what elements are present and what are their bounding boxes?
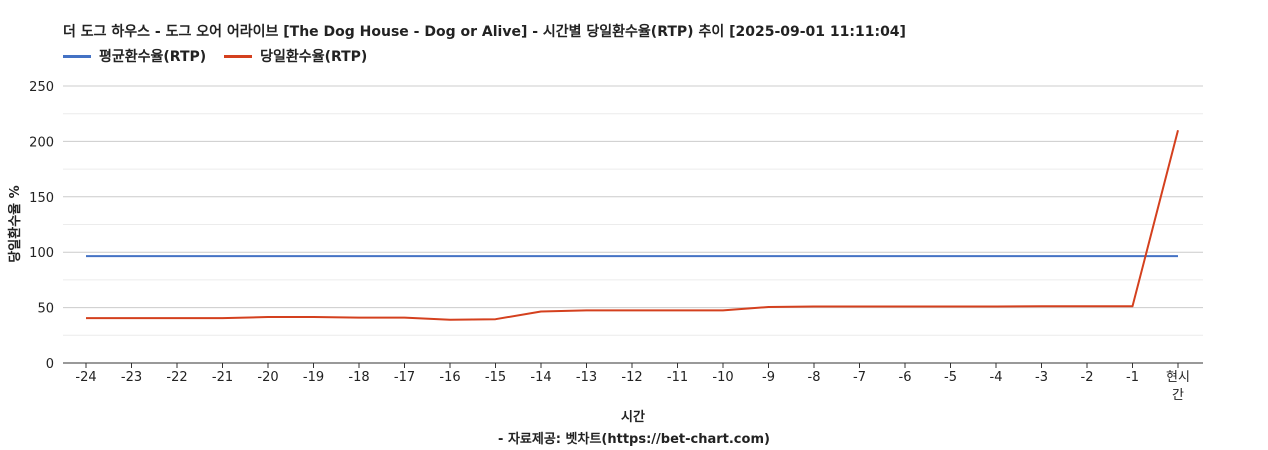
x-tick-label: -12: [621, 370, 642, 385]
y-tick-label: 200: [29, 135, 54, 150]
chart-legend: 평균환수율(RTP) 당일환수율(RTP): [63, 46, 385, 66]
x-axis-label: 시간: [621, 409, 645, 425]
legend-item-daily-rtp[interactable]: 당일환수율(RTP): [224, 46, 367, 66]
x-tick-label: -23: [121, 370, 142, 385]
x-tick-label: -3: [1035, 370, 1048, 385]
series-lines: [86, 130, 1179, 321]
x-tick-label: -9: [762, 370, 775, 385]
y-tick-label: 50: [37, 302, 54, 317]
y-tick-label: 250: [29, 80, 54, 95]
x-tick-label: -20: [257, 370, 278, 385]
x-tick-label: -1: [1126, 370, 1139, 385]
series-line-daily-rtp: [86, 130, 1179, 321]
grid-lines: [63, 85, 1203, 364]
x-tick-labels: -24 -23 -22 -21 -20 -19 -18 -17 -16 -15 -14 -13 -12 -…: [75, 363, 1190, 403]
x-tick-label: -16: [439, 370, 460, 385]
legend-item-average-rtp[interactable]: 평균환수율(RTP): [63, 46, 206, 66]
x-tick-label: 현시 간: [1166, 370, 1190, 403]
x-tick-label: -19: [303, 370, 324, 385]
x-tick-label: -22: [166, 370, 187, 385]
x-tick-label: -11: [667, 370, 688, 385]
x-tick-label: -14: [530, 370, 551, 385]
x-tick-label: -6: [899, 370, 912, 385]
legend-swatch-daily-rtp: [224, 54, 253, 58]
x-tick-label: -13: [576, 370, 597, 385]
x-tick-label: -4: [990, 370, 1003, 385]
y-tick-label: 100: [29, 246, 54, 261]
legend-label-average-rtp: 평균환수율(RTP): [99, 49, 207, 65]
x-tick-label: -2: [1081, 370, 1094, 385]
x-tick-label: -7: [853, 370, 866, 385]
x-tick-label: -5: [944, 370, 957, 385]
x-tick-label: -17: [394, 370, 415, 385]
data-source-credit: - 자료제공: 벳차트(https://bet-chart.com): [498, 432, 770, 447]
y-axis-label: 당일환수율 %: [7, 185, 23, 262]
x-tick-label: -10: [712, 370, 733, 385]
legend-swatch-average-rtp: [63, 54, 91, 58]
chart-title: 더 도그 하우스 - 도그 오어 어라이브 [The Dog House - D…: [63, 24, 906, 40]
y-tick-label: 150: [29, 191, 54, 206]
x-tick-label: -8: [808, 370, 821, 385]
y-tick-labels: 0 50 100 150 200 250: [29, 80, 54, 372]
x-tick-label: -15: [485, 370, 506, 385]
y-tick-label: 0: [46, 357, 54, 372]
legend-label-daily-rtp: 당일환수율(RTP): [260, 49, 368, 65]
x-tick-label: -21: [212, 370, 233, 385]
x-tick-label: -18: [348, 370, 369, 385]
x-tick-label: -24: [75, 370, 96, 385]
